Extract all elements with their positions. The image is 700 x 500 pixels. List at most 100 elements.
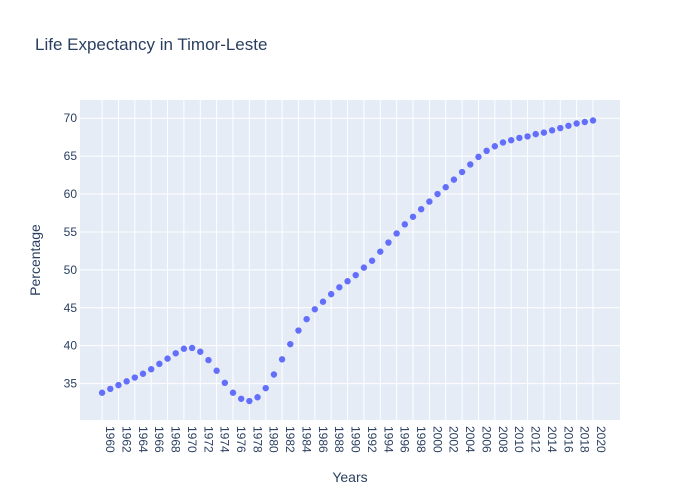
data-point[interactable] — [344, 278, 351, 285]
data-point[interactable] — [475, 153, 482, 161]
data-point[interactable] — [483, 147, 490, 155]
x-tick-label: 1984 — [299, 426, 313, 453]
plot-area — [80, 100, 620, 420]
y-tick-label: 60 — [64, 187, 78, 201]
data-point[interactable] — [360, 264, 368, 271]
data-point[interactable] — [409, 213, 417, 220]
data-point[interactable] — [205, 356, 212, 364]
data-point[interactable] — [499, 139, 507, 146]
data-point[interactable] — [368, 257, 376, 264]
data-point[interactable] — [139, 370, 147, 377]
x-tick-label: 2010 — [512, 426, 526, 453]
x-tick-label: 1972 — [201, 426, 215, 453]
data-point[interactable] — [319, 298, 327, 305]
y-tick-label: 45 — [64, 301, 78, 315]
x-tick-label: 1980 — [267, 426, 281, 453]
y-axis-ticks: 35 40 45 50 55 60 65 70 — [64, 111, 78, 390]
data-point[interactable] — [434, 190, 441, 198]
data-point[interactable] — [393, 230, 400, 237]
data-point[interactable] — [565, 122, 572, 129]
y-axis-title: Percentage — [27, 224, 43, 296]
data-point[interactable] — [270, 371, 278, 378]
x-tick-label: 2008 — [496, 426, 510, 453]
x-tick-label: 1986 — [316, 426, 330, 453]
data-point[interactable] — [295, 327, 302, 334]
y-tick-label: 70 — [64, 111, 78, 125]
data-point[interactable] — [188, 344, 196, 352]
data-point[interactable] — [172, 350, 179, 357]
data-point[interactable] — [303, 315, 310, 323]
y-tick-label: 55 — [64, 225, 78, 239]
x-tick-label: 2012 — [529, 426, 543, 453]
data-point[interactable] — [254, 394, 261, 401]
data-point[interactable] — [221, 379, 229, 387]
data-point[interactable] — [458, 168, 466, 176]
x-tick-label: 1960 — [103, 426, 117, 453]
data-point[interactable] — [352, 271, 359, 279]
data-point[interactable] — [262, 384, 269, 392]
data-point[interactable] — [131, 374, 139, 381]
x-tick-label: 1978 — [250, 426, 264, 453]
gridlines — [80, 100, 620, 420]
data-point[interactable] — [548, 127, 556, 134]
data-point[interactable] — [540, 129, 548, 136]
x-axis-title: Years — [332, 469, 367, 485]
x-tick-label: 2016 — [561, 426, 575, 453]
data-point[interactable] — [229, 389, 237, 396]
data-point[interactable] — [246, 397, 253, 405]
data-point[interactable] — [147, 365, 155, 373]
data-point[interactable] — [278, 356, 286, 363]
x-tick-label: 2002 — [447, 426, 461, 453]
data-point[interactable] — [115, 381, 122, 389]
data-point[interactable] — [532, 130, 539, 138]
data-point[interactable] — [491, 143, 499, 150]
data-point[interactable] — [164, 355, 171, 362]
data-point[interactable] — [589, 117, 597, 124]
x-tick-label: 2006 — [479, 426, 493, 453]
data-point[interactable] — [524, 133, 531, 140]
x-tick-label: 1996 — [398, 426, 412, 453]
y-tick-label: 50 — [64, 263, 78, 277]
y-tick-label: 35 — [64, 377, 78, 391]
data-point[interactable] — [197, 348, 204, 355]
data-point[interactable] — [516, 134, 523, 142]
data-point[interactable] — [156, 360, 163, 368]
data-point[interactable] — [237, 395, 245, 402]
data-point[interactable] — [123, 378, 130, 385]
x-tick-label: 1970 — [185, 426, 199, 453]
data-point[interactable] — [385, 239, 392, 246]
x-tick-label: 1962 — [119, 426, 133, 453]
x-tick-label: 1988 — [332, 426, 346, 453]
data-point[interactable] — [327, 290, 335, 298]
data-point[interactable] — [450, 176, 458, 183]
data-point[interactable] — [467, 161, 474, 168]
data-point[interactable] — [98, 389, 106, 396]
data-point[interactable] — [573, 120, 580, 127]
x-tick-label: 2000 — [430, 426, 444, 453]
data-point[interactable] — [401, 221, 409, 228]
data-point[interactable] — [107, 385, 114, 393]
data-point[interactable] — [507, 136, 515, 144]
data-point[interactable] — [426, 198, 433, 205]
x-tick-label: 1994 — [381, 426, 395, 453]
x-tick-label: 1998 — [414, 426, 428, 453]
data-point[interactable] — [180, 345, 188, 352]
x-tick-label: 2014 — [545, 426, 559, 453]
data-point[interactable] — [287, 340, 294, 348]
data-point[interactable] — [336, 284, 343, 291]
x-tick-label: 1974 — [218, 426, 232, 453]
data-point[interactable] — [417, 205, 425, 213]
x-tick-label: 1964 — [136, 426, 150, 453]
data-point[interactable] — [557, 124, 564, 132]
x-tick-label: 1990 — [349, 426, 363, 453]
data-points — [98, 117, 597, 405]
x-tick-label: 1976 — [234, 426, 248, 453]
data-point[interactable] — [311, 306, 319, 313]
data-point[interactable] — [213, 367, 220, 374]
data-point[interactable] — [442, 184, 449, 191]
data-point[interactable] — [581, 118, 589, 126]
x-tick-label: 1982 — [283, 426, 297, 453]
data-point[interactable] — [377, 248, 384, 255]
x-tick-label: 2018 — [578, 426, 592, 453]
